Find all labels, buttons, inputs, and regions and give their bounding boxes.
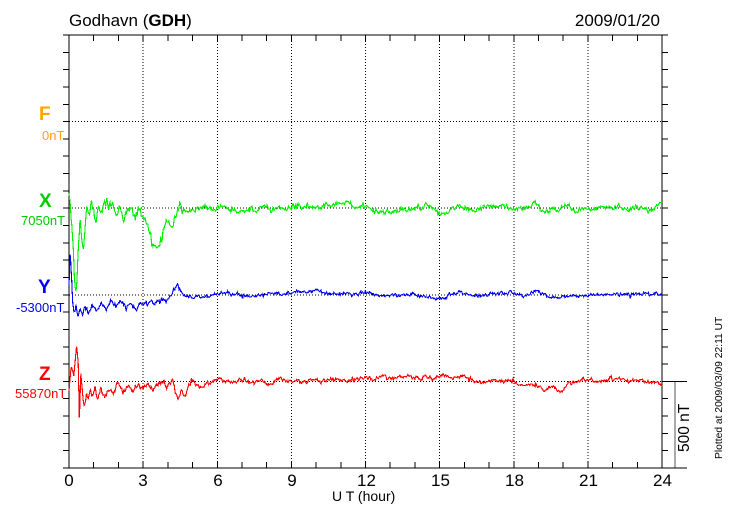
svg-text:500 nT: 500 nT — [676, 403, 693, 452]
svg-text:Plotted at 2009/03/09 22:11 UT: Plotted at 2009/03/09 22:11 UT — [714, 316, 725, 459]
